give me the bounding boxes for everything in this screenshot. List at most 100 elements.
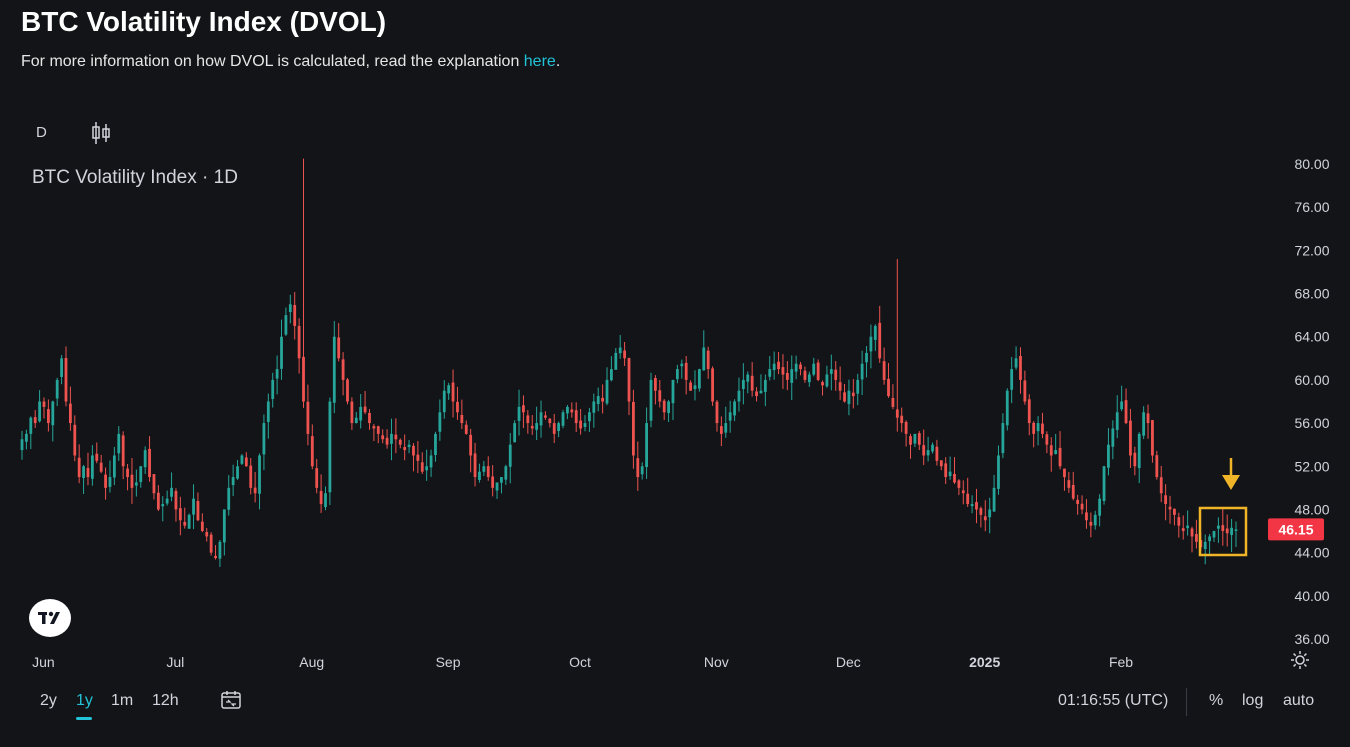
candle-body [939, 460, 943, 467]
candle-body [178, 508, 182, 521]
candle-body [139, 466, 143, 483]
candle-body [772, 363, 776, 371]
candle-body [799, 364, 802, 370]
range-1y-button[interactable]: 1y [76, 692, 93, 709]
candle-body [1027, 399, 1031, 424]
percent-scale-button[interactable]: % [1209, 692, 1224, 709]
candle-body [561, 412, 565, 426]
candle-body [236, 466, 239, 479]
candle-body [1001, 423, 1005, 454]
candle-body [860, 363, 864, 380]
candle-body [293, 305, 297, 326]
candle-body [631, 401, 635, 456]
subtitle-text: For more information on how DVOL is calc… [21, 53, 524, 70]
candle-body [552, 423, 556, 434]
candle-body [706, 350, 710, 370]
x-tick-label: 2025 [969, 654, 1000, 670]
candle-body [878, 322, 882, 359]
candlestick-icon[interactable] [90, 120, 112, 146]
y-tick-label: 60.00 [1294, 372, 1329, 388]
candle-body [187, 514, 191, 529]
candle-body [1014, 358, 1018, 368]
candle-body [1093, 514, 1097, 526]
candle-body [895, 409, 899, 418]
candle-body [1230, 527, 1234, 535]
candle-body [803, 370, 807, 380]
candle-body [737, 390, 741, 402]
candle-body [755, 391, 758, 397]
candle-body [170, 487, 173, 497]
candle-body [829, 369, 833, 374]
settings-gear-icon[interactable] [1290, 650, 1310, 670]
last-price-badge-bg [1268, 518, 1324, 541]
auto-scale-button[interactable]: auto [1283, 692, 1315, 709]
y-tick-label: 36.00 [1294, 631, 1329, 647]
candle-body [262, 423, 266, 455]
price-chart[interactable]: 80.00 76.00 72.00 68.00 64.00 60.00 56.00 52.00… [0, 0, 1350, 680]
candle-body [108, 477, 112, 487]
interval-button[interactable]: D [36, 124, 47, 141]
range-12h-button[interactable]: 12h [152, 692, 179, 709]
date-range-icon[interactable] [220, 690, 242, 710]
candle-body [1137, 433, 1141, 469]
candle-body [244, 457, 248, 467]
candle-body [165, 498, 169, 504]
explanation-link[interactable]: here [523, 53, 556, 70]
candle-body [834, 369, 838, 380]
candle-body [310, 436, 314, 467]
candle-body [90, 455, 94, 479]
log-scale-button[interactable]: log [1242, 692, 1264, 709]
tradingview-logo-icon[interactable] [29, 599, 71, 637]
candle-body [359, 406, 363, 421]
candle-body [398, 439, 402, 445]
candle-body [456, 401, 459, 413]
candle-body [447, 385, 451, 394]
candle-body [95, 453, 99, 461]
candle-body [1181, 528, 1185, 532]
candle-body [451, 382, 455, 402]
candle-body [856, 379, 860, 394]
x-tick-label: Aug [299, 654, 324, 670]
candle-body [381, 435, 385, 440]
candle-body [214, 555, 217, 559]
candle-body [1234, 529, 1238, 531]
candle-group [20, 158, 1238, 567]
utc-clock[interactable]: 01:16:55 (UTC) [1058, 692, 1169, 709]
candle-body [469, 434, 473, 456]
candle-body [891, 397, 895, 407]
candle-body [205, 531, 209, 537]
candle-body [1102, 466, 1106, 501]
candle-body [614, 352, 618, 370]
candle-body [992, 487, 996, 512]
range-2y-button[interactable]: 2y [40, 692, 57, 709]
range-1m-button[interactable]: 1m [111, 692, 134, 709]
candle-body [38, 401, 41, 422]
candle-body [566, 406, 569, 414]
candle-body [1032, 422, 1036, 434]
candle-body [869, 336, 873, 352]
candle-body [73, 424, 77, 456]
candle-body [434, 433, 437, 456]
candle-body [821, 382, 824, 386]
candle-body [174, 490, 178, 510]
candle-body [1107, 444, 1110, 468]
y-tick-label: 44.00 [1294, 545, 1329, 561]
candle-body [1217, 525, 1220, 529]
toolbar-divider [1186, 688, 1187, 716]
candle-body [913, 433, 917, 444]
candle-body [715, 401, 719, 424]
candle-body [121, 435, 125, 467]
y-tick-label: 52.00 [1294, 458, 1329, 474]
candle-body [957, 480, 961, 488]
y-tick-label: 68.00 [1294, 286, 1329, 302]
candle-body [412, 445, 415, 456]
candle-body [438, 412, 442, 432]
candle-body [1019, 356, 1022, 380]
candle-body [152, 474, 156, 494]
active-range-indicator [76, 717, 92, 720]
candle-body [539, 412, 543, 426]
candle-body [394, 434, 398, 440]
candle-body [143, 450, 147, 468]
candle-body [983, 516, 987, 521]
candle-body [807, 374, 811, 383]
